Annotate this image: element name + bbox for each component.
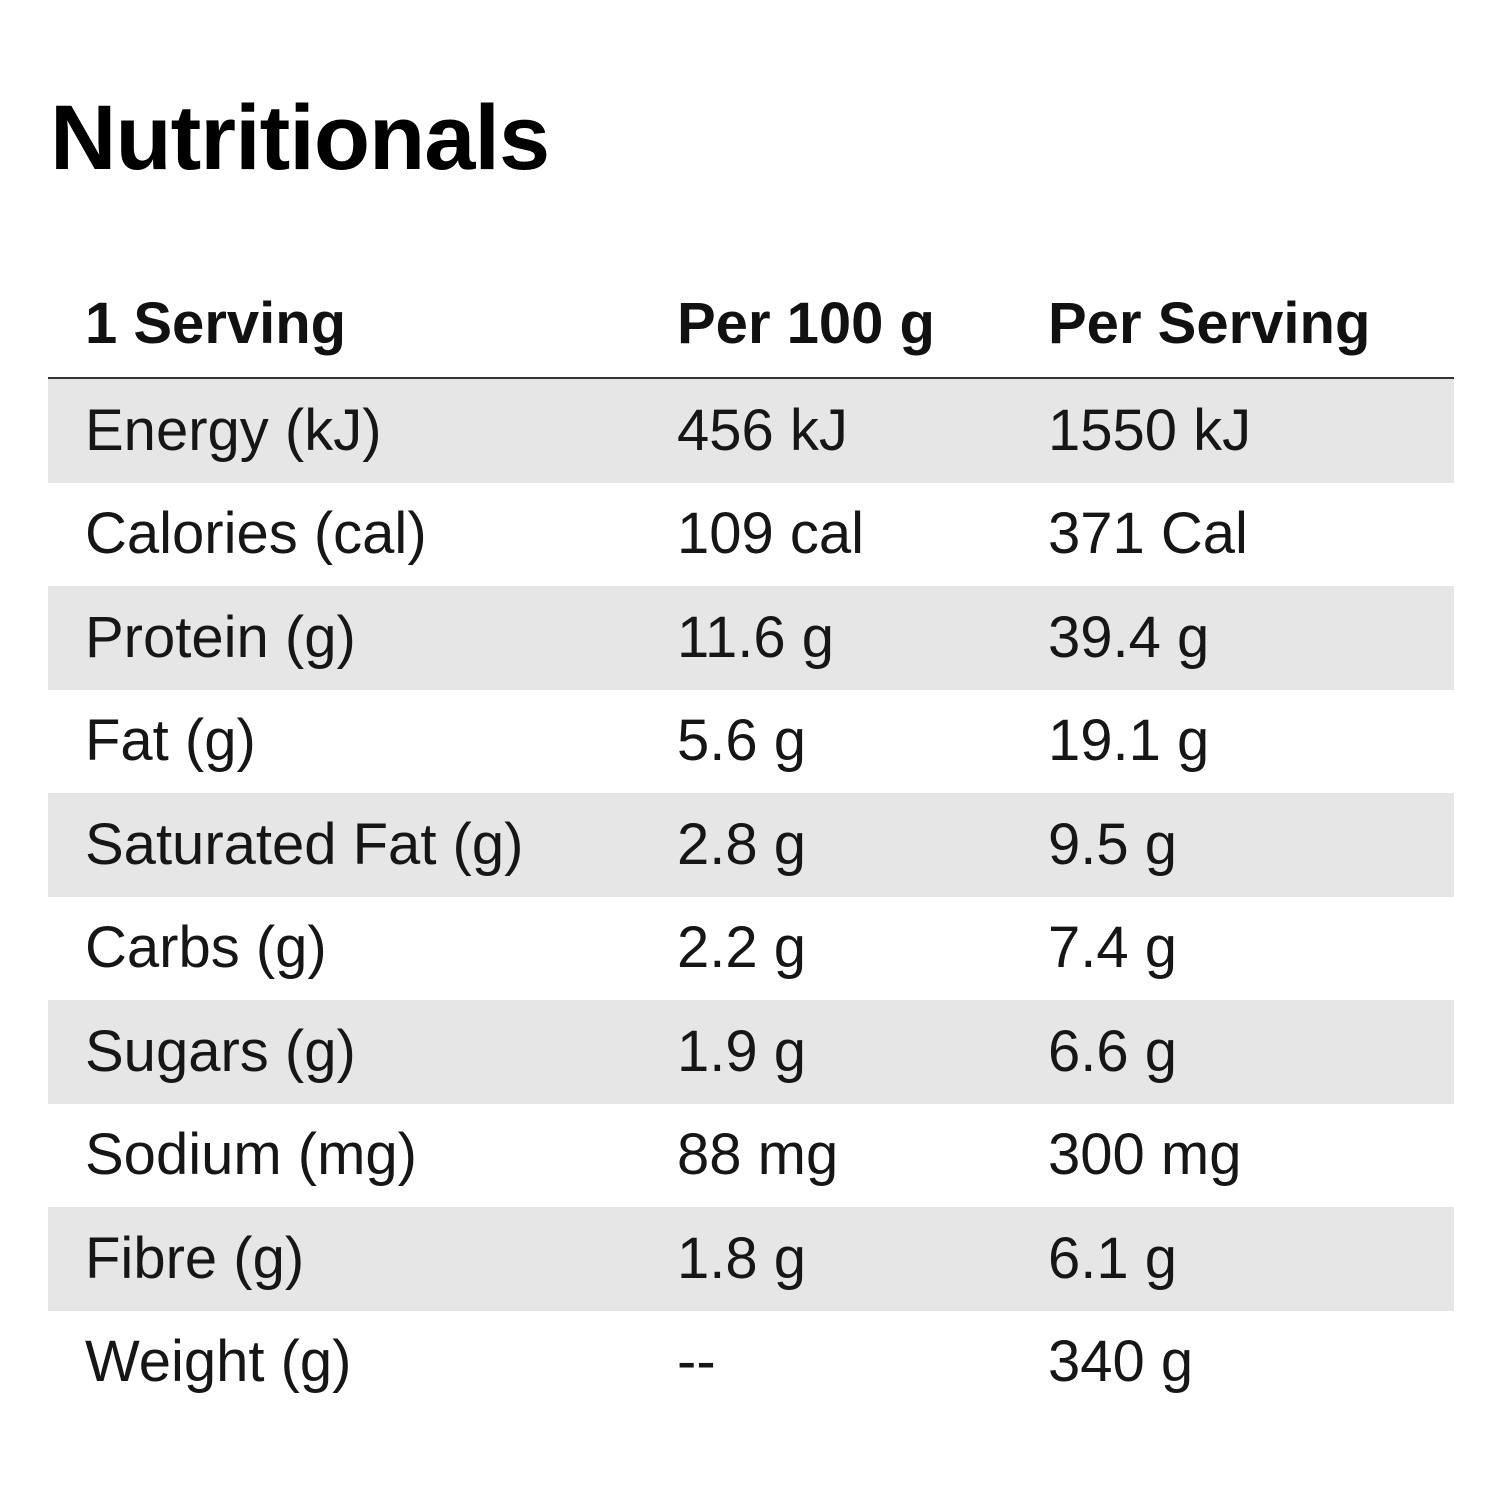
per-serving-value: 9.5 g — [1048, 811, 1177, 877]
per-serving-value: 6.6 g — [1048, 1018, 1177, 1084]
nutrient-name: Energy (kJ) — [85, 397, 382, 463]
per-serving-value: 1550 kJ — [1048, 397, 1252, 463]
nutrient-name: Carbs (g) — [85, 915, 327, 981]
per-100g-value: 1.8 g — [677, 1225, 806, 1291]
header-serving: 1 Serving — [85, 290, 347, 356]
per-100g-value: 456 kJ — [677, 397, 848, 463]
table-row: Energy (kJ) 456 kJ 1550 kJ — [48, 379, 1454, 483]
nutrient-name: Weight (g) — [85, 1329, 352, 1395]
per-serving-value: 7.4 g — [1048, 915, 1177, 981]
nutrient-name: Saturated Fat (g) — [85, 811, 524, 877]
per-100g-value: 1.9 g — [677, 1018, 806, 1084]
per-100g-value: 109 cal — [677, 501, 865, 567]
per-100g-value: -- — [677, 1329, 716, 1395]
per-100g-value: 5.6 g — [677, 708, 806, 774]
nutrient-name: Protein (g) — [85, 604, 356, 670]
per-100g-value: 11.6 g — [677, 604, 834, 670]
nutrient-name: Fat (g) — [85, 708, 256, 774]
table-row: Protein (g) 11.6 g 39.4 g — [48, 586, 1454, 690]
per-serving-value: 300 mg — [1048, 1122, 1242, 1188]
per-serving-value: 371 Cal — [1048, 501, 1248, 567]
table-header-row: 1 Serving Per 100 g Per Serving — [48, 270, 1454, 379]
table-row: Calories (cal) 109 cal 371 Cal — [48, 483, 1454, 587]
header-per-100g: Per 100 g — [677, 290, 935, 356]
per-100g-value: 88 mg — [677, 1122, 839, 1188]
nutrition-table: 1 Serving Per 100 g Per Serving Energy (… — [48, 270, 1454, 1414]
table-row: Weight (g) -- 340 g — [48, 1311, 1454, 1415]
nutrient-name: Sugars (g) — [85, 1018, 356, 1084]
nutrient-name: Sodium (mg) — [85, 1122, 417, 1188]
per-100g-value: 2.8 g — [677, 811, 806, 877]
per-100g-value: 2.2 g — [677, 915, 806, 981]
per-serving-value: 6.1 g — [1048, 1225, 1177, 1291]
table-row: Carbs (g) 2.2 g 7.4 g — [48, 897, 1454, 1001]
page-title: Nutritionals — [50, 87, 550, 189]
per-serving-value: 39.4 g — [1048, 604, 1210, 670]
table-row: Sugars (g) 1.9 g 6.6 g — [48, 1000, 1454, 1104]
header-per-serving: Per Serving — [1048, 290, 1371, 356]
table-row: Saturated Fat (g) 2.8 g 9.5 g — [48, 793, 1454, 897]
per-serving-value: 19.1 g — [1048, 708, 1210, 774]
table-row: Fibre (g) 1.8 g 6.1 g — [48, 1207, 1454, 1311]
table-row: Sodium (mg) 88 mg 300 mg — [48, 1104, 1454, 1208]
table-row: Fat (g) 5.6 g 19.1 g — [48, 690, 1454, 794]
per-serving-value: 340 g — [1048, 1329, 1194, 1395]
nutrient-name: Calories (cal) — [85, 501, 427, 567]
nutrient-name: Fibre (g) — [85, 1225, 305, 1291]
